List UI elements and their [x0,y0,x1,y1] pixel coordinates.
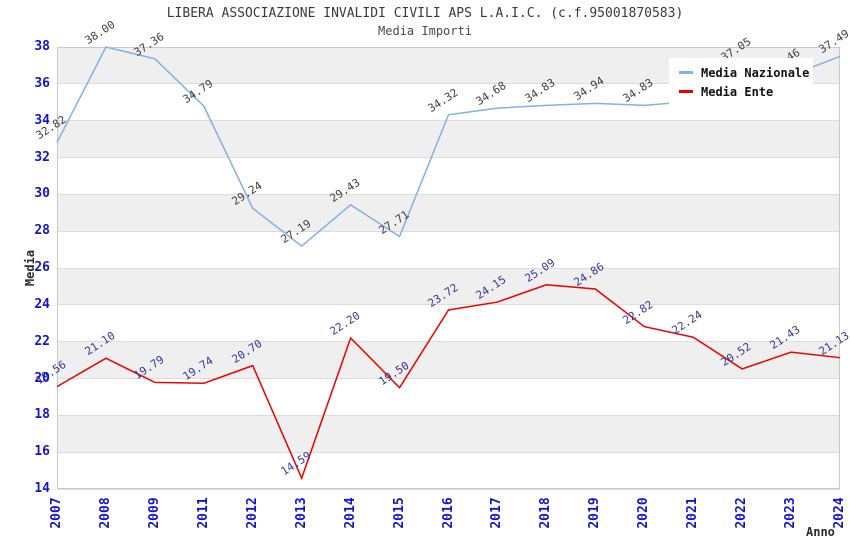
y-tick-label: 38 [34,39,50,54]
x-tick-label: 2019 [587,497,603,529]
legend: Media Nazionale Media Ente [669,58,813,107]
x-tick-label: 2021 [685,497,701,529]
y-tick-label: 36 [34,75,50,91]
y-tick-label: 20 [34,370,50,386]
plot-border [57,47,840,489]
x-tick-label: 2020 [636,497,652,529]
y-tick-label: 18 [34,407,50,423]
y-tick-label: 24 [34,296,50,312]
gridline [57,488,840,490]
x-tick-label: 2017 [489,497,505,529]
y-tick-label: 30 [34,186,50,202]
x-tick-label: 2013 [293,497,309,529]
x-tick-label: 2007 [49,497,64,529]
legend-label: Media Ente [701,84,774,99]
x-tick-label: 2016 [440,497,456,529]
gridline [57,267,840,269]
x-tick-label: 2011 [195,497,211,529]
x-axis-label: Anno [806,525,835,539]
y-tick-label: 28 [34,223,50,239]
y-tick-label: 34 [34,112,50,128]
x-tick-label: 2015 [391,497,407,529]
x-tick-label: 2012 [244,497,260,529]
x-tick-label: 2014 [342,497,358,529]
y-tick-label: 32 [34,149,50,165]
chart-title: LIBERA ASSOCIAZIONE INVALIDI CIVILI APS … [166,6,684,21]
y-tick-label: 16 [34,444,50,460]
x-tick-label: 2024 [832,497,847,529]
chart-subtitle: Media Importi [378,24,472,38]
legend-item-media-nazionale: Media Nazionale [675,63,810,82]
line-swatch-icon [679,90,693,93]
data-label: 38.00 [82,18,118,47]
y-tick-label: 14 [34,481,50,496]
x-tick-label: 2018 [538,497,554,529]
x-tick-label: 2008 [97,497,113,529]
x-tick-label: 2022 [734,497,750,529]
line-swatch-icon [679,71,693,74]
legend-label: Media Nazionale [701,65,810,80]
x-tick-label: 2023 [783,497,799,529]
x-tick-label: 2009 [146,497,162,529]
y-tick-label: 22 [34,333,50,349]
y-axis-label: Media [23,249,37,287]
y-tick-label: 26 [34,260,50,275]
legend-item-media-ente: Media Ente [675,82,807,101]
